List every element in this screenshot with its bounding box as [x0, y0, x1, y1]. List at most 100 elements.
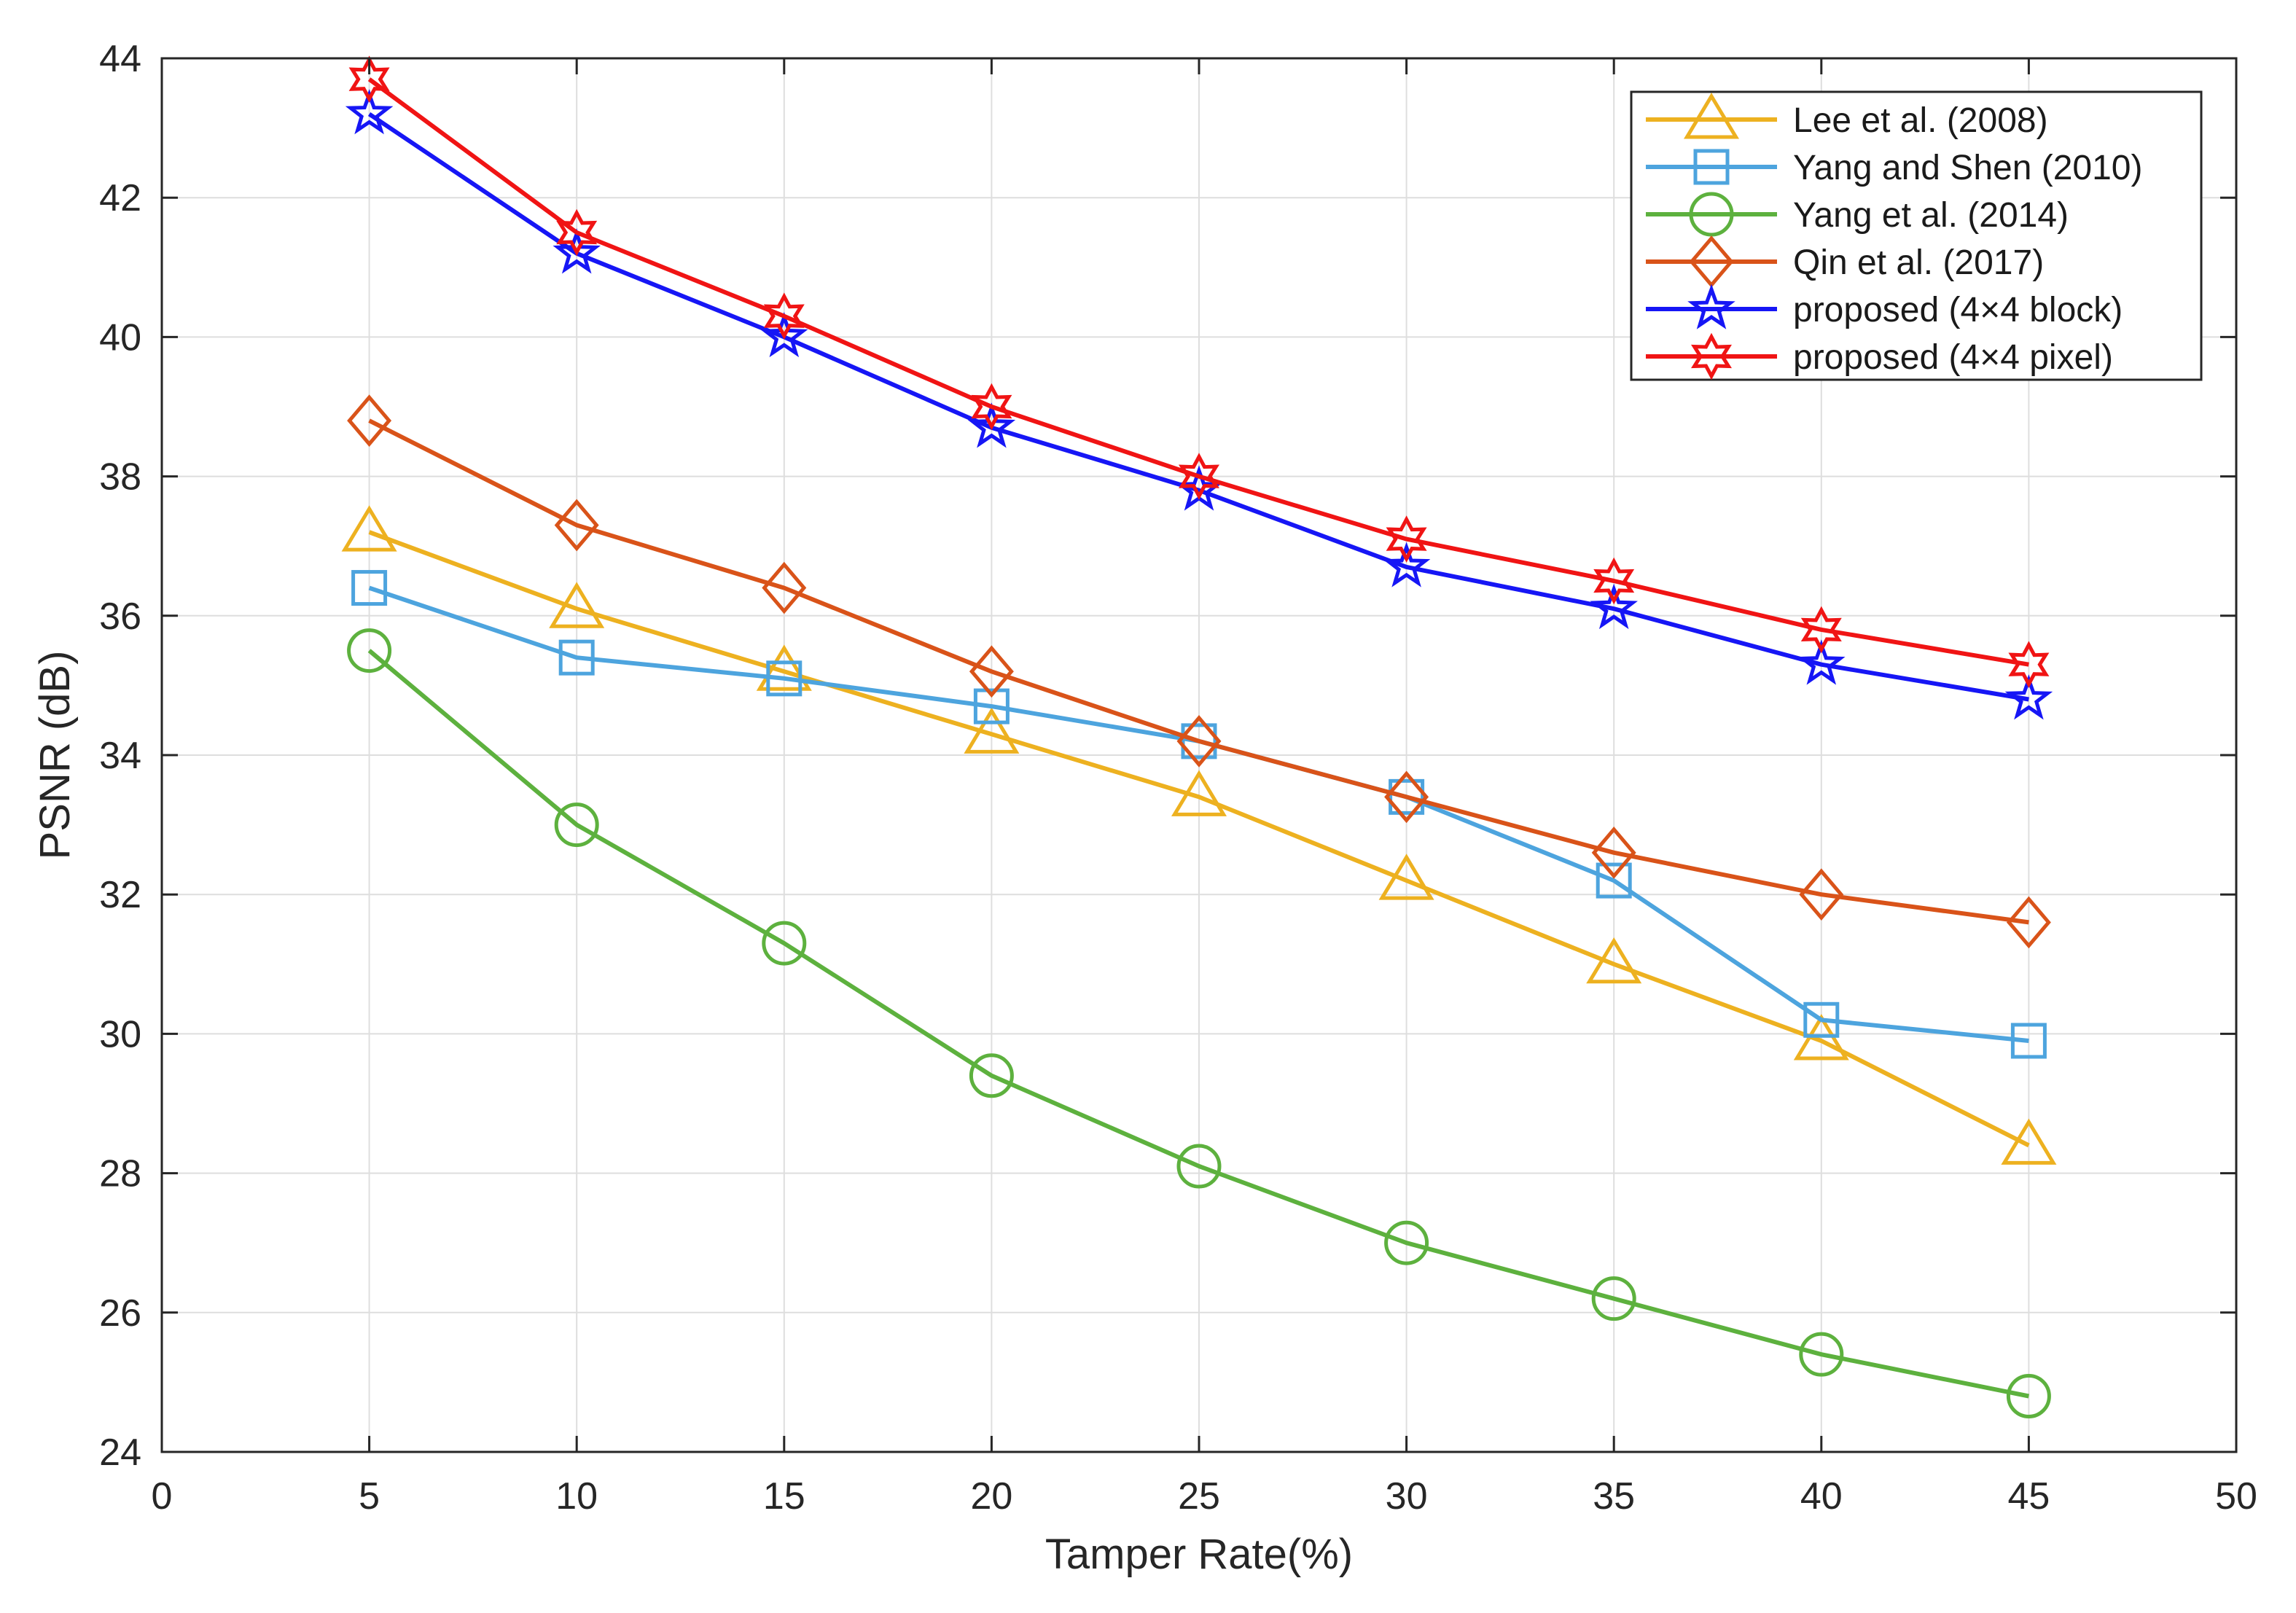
data-point [1181, 723, 1217, 759]
y-tick-label: 38 [99, 456, 141, 499]
legend-entry: Lee et al. (2008) [1646, 93, 2048, 140]
data-point [762, 561, 807, 614]
legend-label: proposed (4×4 block) [1793, 291, 2123, 329]
series-line [367, 649, 2029, 1399]
y-tick-label: 26 [99, 1292, 141, 1335]
legend-entry: proposed (4×4 block) [1646, 284, 2123, 329]
legend-marker [1691, 332, 1732, 380]
legend-entry: proposed (4×4 pixel) [1646, 332, 2113, 380]
legend-marker [1693, 149, 1730, 185]
series-line [367, 112, 2029, 702]
y-tick-label: 32 [99, 874, 141, 916]
data-point [969, 645, 1014, 698]
data-point [1799, 868, 1844, 921]
data-point [2010, 1023, 2047, 1059]
data-point [1596, 862, 1632, 899]
legend-marker [1683, 93, 1740, 139]
y-tick-label: 44 [99, 38, 141, 80]
y-axis-label: PSNR (dB) [31, 651, 79, 860]
data-point [1382, 542, 1431, 587]
data-point [766, 660, 803, 697]
data-point [2006, 1374, 2051, 1419]
legend-label: Qin et al. (2017) [1793, 243, 2044, 282]
data-point [2008, 641, 2050, 688]
series-0 [341, 505, 2057, 1165]
x-tick-label: 0 [152, 1475, 173, 1518]
data-point [1384, 770, 1429, 824]
data-point [973, 688, 1010, 725]
x-axis-label: Tamper Rate(%) [1045, 1531, 1353, 1578]
data-series [341, 55, 2057, 1419]
data-point [347, 394, 392, 447]
legend: Lee et al. (2008) Yang and Shen (2010) Yan… [1630, 90, 2203, 381]
data-point [1800, 606, 1842, 654]
data-point [969, 1053, 1014, 1098]
data-point [756, 644, 812, 691]
data-point [554, 499, 599, 552]
legend-entry: Qin et al. (2017) [1646, 235, 2044, 288]
data-point [964, 707, 1020, 754]
data-point [762, 921, 807, 966]
data-point [1176, 715, 1222, 768]
data-point [2001, 1118, 2057, 1165]
x-tick-label: 35 [1593, 1475, 1635, 1518]
y-tick-label: 24 [99, 1432, 141, 1474]
y-tick-label: 42 [99, 177, 141, 219]
x-tick-label: 50 [2215, 1475, 2257, 1518]
y-tick-label: 30 [99, 1013, 141, 1055]
x-tick-label: 30 [1386, 1475, 1428, 1518]
y-tick-label: 28 [99, 1153, 141, 1195]
data-point [558, 639, 595, 676]
data-point [556, 208, 598, 257]
data-point [1803, 1001, 1840, 1038]
data-point [763, 292, 805, 340]
legend-entry: Yang et al. (2014) [1646, 192, 2069, 237]
data-point [351, 570, 388, 606]
y-tick-label: 36 [99, 595, 141, 638]
data-point [1593, 557, 1635, 605]
data-point [1591, 1276, 1636, 1321]
data-point [1384, 1220, 1429, 1265]
data-point [1176, 1144, 1222, 1189]
series-line [367, 77, 2029, 667]
legend-marker [1687, 284, 1735, 329]
data-point [345, 89, 394, 135]
x-tick-label: 45 [2007, 1475, 2050, 1518]
data-point [348, 55, 390, 103]
x-tick-label: 40 [1800, 1475, 1843, 1518]
series-3 [347, 394, 2051, 949]
data-point [1590, 583, 1638, 630]
data-point [1591, 826, 1636, 879]
data-point [2004, 674, 2053, 720]
x-tick-label: 5 [359, 1475, 380, 1518]
data-point [1799, 1332, 1844, 1377]
data-point [554, 802, 599, 848]
data-point [1586, 937, 1642, 984]
data-point [347, 628, 392, 673]
data-point [549, 582, 605, 628]
y-tick-label: 34 [99, 735, 141, 777]
x-tick-label: 15 [763, 1475, 805, 1518]
data-point [1389, 778, 1425, 815]
x-tick-label: 20 [970, 1475, 1012, 1518]
series-line [368, 530, 2030, 1148]
data-point [1386, 515, 1427, 563]
data-point [967, 402, 1016, 448]
legend-marker [1689, 192, 1734, 237]
data-point [1378, 854, 1434, 900]
y-tick-label: 40 [99, 316, 141, 359]
series-5 [348, 55, 2050, 688]
axis-ticks: 0 5 10 15 20 25 30 35 40 45 50 24 26 28 30 32 34 36 38 40 42… [99, 38, 2257, 1518]
x-tick-label: 10 [555, 1475, 598, 1518]
data-point [971, 383, 1012, 431]
data-point [1793, 1014, 1849, 1061]
legend-entry: Yang and Shen (2010) [1646, 149, 2142, 187]
data-point [760, 312, 808, 358]
legend-label: proposed (4×4 pixel) [1793, 338, 2113, 377]
legend-label: Lee et al. (2008) [1793, 101, 2048, 140]
series-line [368, 418, 2029, 925]
data-point [1797, 639, 1846, 685]
data-point [2006, 896, 2051, 949]
